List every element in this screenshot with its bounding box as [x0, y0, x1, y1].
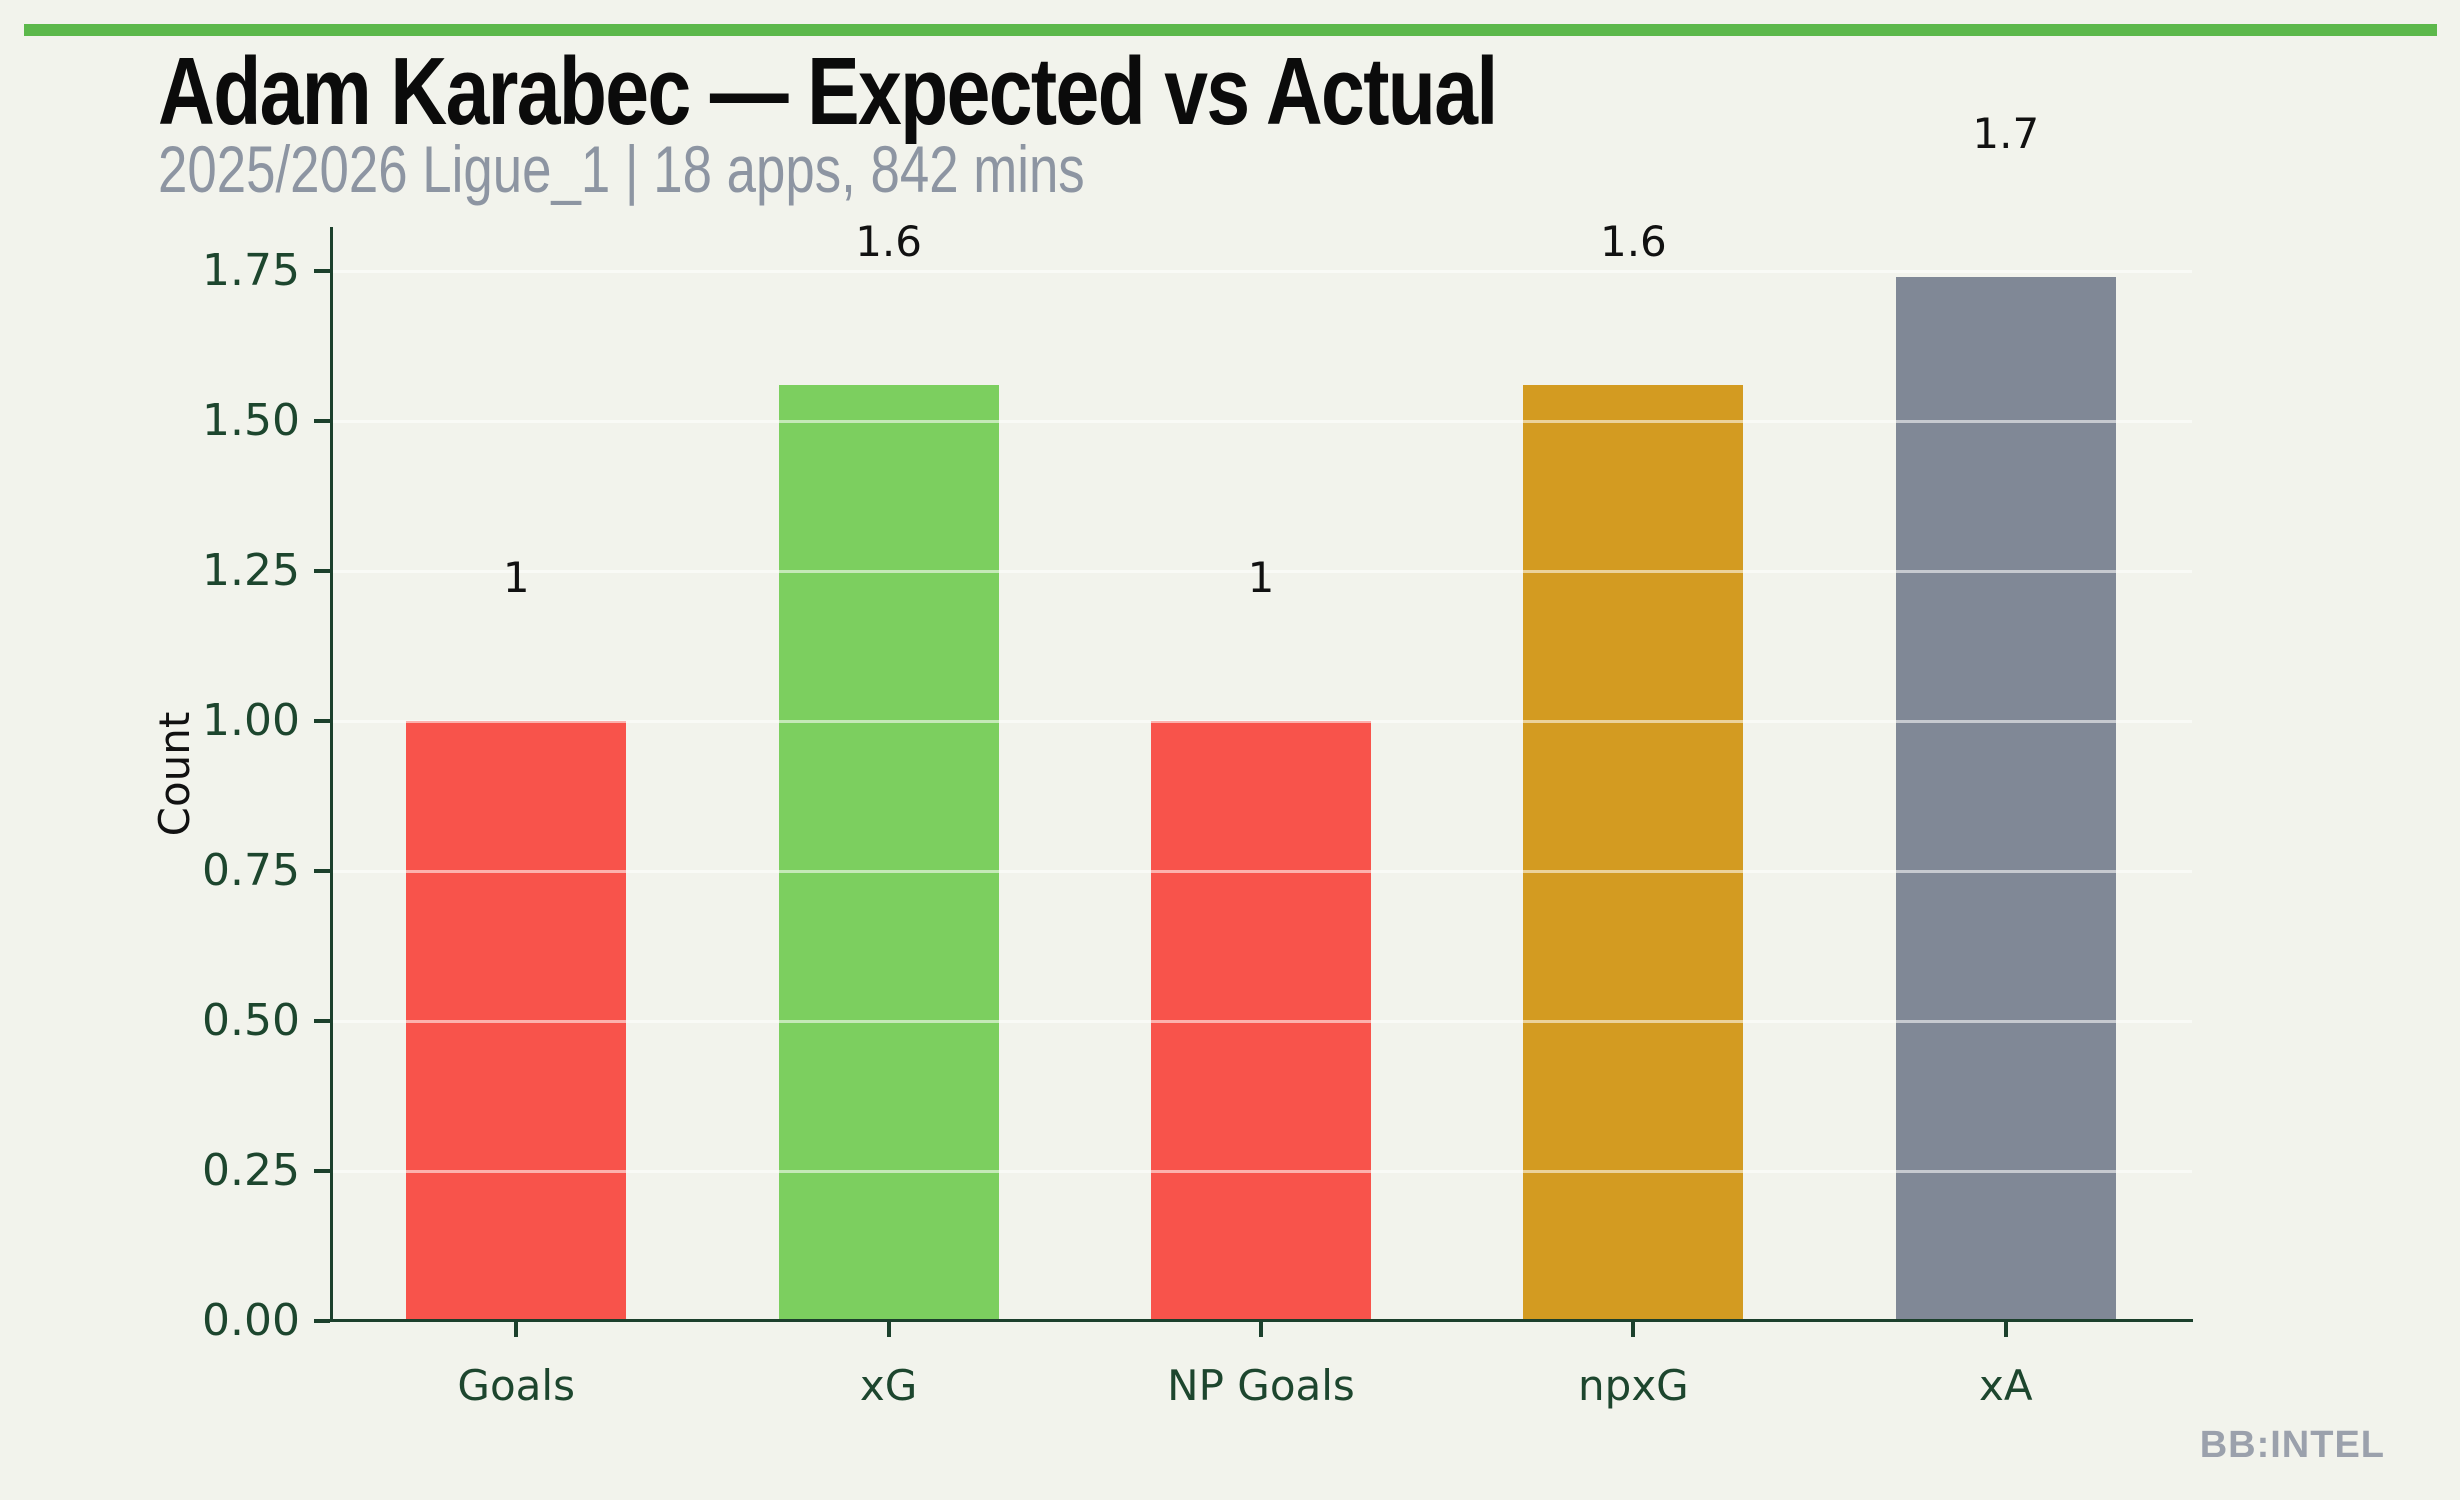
x-axis-label-xg: xG [859, 1361, 918, 1410]
bar-value-label-npxg: 1.6 [1599, 217, 1667, 266]
bar-value-label-xg: 1.6 [855, 217, 922, 266]
y-tick [314, 719, 330, 723]
y-tick-label: 0.25 [202, 1145, 300, 1196]
watermark: BB:INTEL [2199, 1424, 2385, 1466]
x-axis-label-goals: Goals [457, 1361, 575, 1410]
bar-xg [778, 385, 999, 1321]
y-tick [314, 1169, 330, 1173]
bar-xa [1895, 277, 2116, 1321]
y-axis-line [330, 227, 333, 1321]
y-tick-label: 0.50 [202, 995, 300, 1046]
y-tick [314, 269, 330, 273]
bar-npxg [1523, 385, 1744, 1321]
gridline [332, 869, 2192, 873]
x-tick [514, 1321, 519, 1337]
y-tick-label: 0.00 [202, 1295, 300, 1346]
x-axis-label-xa: xA [1979, 1361, 2033, 1410]
x-axis-label-npxg: npxG [1578, 1361, 1689, 1410]
bar-value-label-goals: 1 [502, 553, 530, 602]
x-axis-line [327, 1319, 2193, 1322]
x-tick [1631, 1321, 1636, 1337]
gridline [332, 1169, 2192, 1173]
top-accent-bar [24, 24, 2437, 36]
y-tick [314, 569, 330, 573]
y-tick-label: 0.75 [202, 845, 300, 896]
y-tick [314, 1319, 330, 1323]
y-tick-label: 1.00 [202, 695, 300, 746]
y-tick [314, 1019, 330, 1023]
bar-value-label-np-goals: 1 [1247, 553, 1275, 602]
gridline [332, 569, 2192, 573]
gridline [332, 719, 2192, 723]
x-axis-label-np-goals: NP Goals [1167, 1361, 1355, 1410]
x-tick [2003, 1321, 2008, 1337]
y-tick-label: 1.25 [202, 545, 300, 596]
y-tick [314, 869, 330, 873]
x-tick [886, 1321, 891, 1337]
y-axis-title: Count [149, 711, 199, 837]
y-tick-label: 1.75 [202, 245, 300, 296]
y-tick [314, 419, 330, 423]
gridline [332, 269, 2192, 273]
page-title: Adam Karabec — Expected vs Actual [158, 38, 1498, 145]
gridline [332, 419, 2192, 423]
x-tick [1259, 1321, 1263, 1337]
bar-chart: Count 0.00 0.25 0.50 0.75 1.00 1.25 1.50 1.75 1 G… [150, 113, 2193, 1407]
bar-value-label-xa: 1.7 [1972, 109, 2040, 158]
page-subtitle: 2025/2026 Ligue_1 | 18 apps, 842 mins [158, 132, 1085, 206]
gridline [332, 1019, 2192, 1023]
y-tick-label: 1.50 [202, 395, 300, 446]
